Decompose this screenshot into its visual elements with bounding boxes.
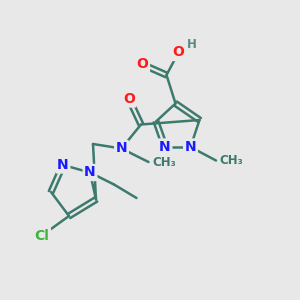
Text: N: N — [116, 142, 127, 155]
Text: O: O — [136, 58, 148, 71]
Text: O: O — [123, 92, 135, 106]
Text: N: N — [159, 140, 171, 154]
Text: CH₃: CH₃ — [220, 154, 243, 167]
Text: H: H — [187, 38, 197, 52]
Text: N: N — [84, 166, 96, 179]
Text: Cl: Cl — [34, 229, 50, 242]
Text: N: N — [185, 140, 196, 154]
Text: O: O — [172, 46, 184, 59]
Text: CH₃: CH₃ — [152, 155, 176, 169]
Text: N: N — [57, 158, 69, 172]
